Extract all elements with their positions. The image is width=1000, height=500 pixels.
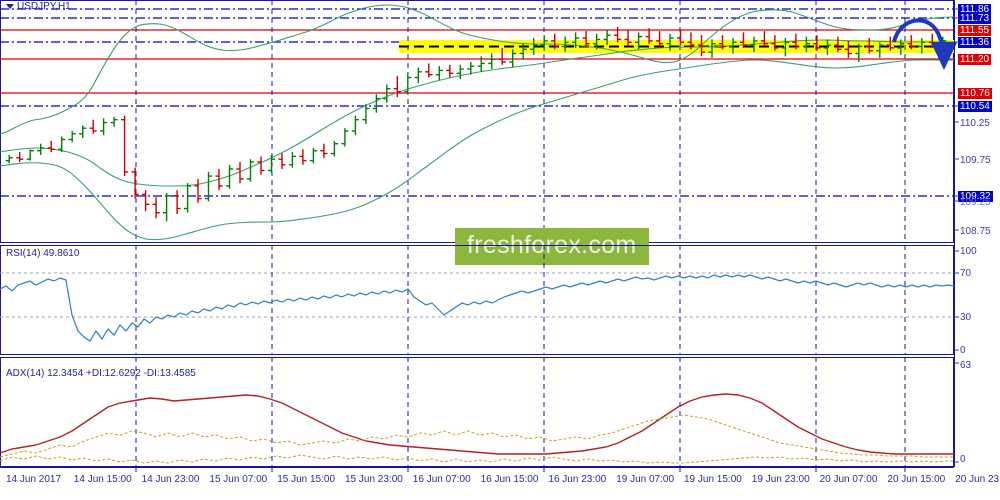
price-tag-111-86: 111.86 [958,4,992,15]
time-gridlines [135,0,906,243]
price-tag-111-55: 111.55 [958,25,992,36]
adx-pane[interactable] [0,357,954,467]
price-tag-109-32: 109.32 [958,191,993,202]
adx-pane-label: ADX(14) 12.3454 +DI:12.6292 -DI:13.4585 [6,368,196,379]
adx-axis-tick-0: 0 [960,454,966,465]
x-axis-label: 14 Jun 2017 [6,474,62,485]
x-axis-label: 20 Jun 15:00 [887,474,946,485]
support-resistance-lines [0,29,954,94]
adx-axis-tick-63: 63 [960,360,972,371]
bollinger-bands [0,4,954,241]
rsi-pane-canvas [0,245,954,355]
x-axis-label: 20 Jun 07:00 [819,474,878,485]
x-axis-label: 19 Jun 07:00 [616,474,675,485]
rsi-pane[interactable] [0,245,954,355]
time-gridlines-adx [135,357,906,467]
adx-pane-canvas [0,357,954,467]
price-axis-tick-109-25: 109.25 [960,197,991,208]
ohlc-candle-series [5,26,947,222]
price-axis-tick-109-75: 109.75 [960,155,991,166]
plus-di-line [0,414,954,458]
x-axis-label: 16 Jun 07:00 [412,474,471,485]
rsi-axis-tick-30: 30 [960,312,972,323]
rsi-pane-label: RSI(14) 49.8610 [6,248,80,259]
rsi-axis-tick-0: 0 [960,345,966,356]
price-tag-110-54: 110.54 [958,101,992,112]
rsi-line [0,274,954,342]
price-axis-tick-108-75: 108.75 [960,226,991,237]
x-axis-label: 20 Jun 23:00 [955,474,1000,485]
rsi-axis-tick-100: 100 [960,246,977,257]
sub-axis-ticks [954,250,959,463]
adx-line [0,393,954,455]
x-axis-label: 15 Jun 15:00 [277,474,336,485]
x-axis-label: 16 Jun 15:00 [480,474,539,485]
x-axis-label: 19 Jun 15:00 [684,474,742,485]
x-axis-label: 15 Jun 07:00 [209,474,268,485]
x-axis-label: 14 Jun 23:00 [141,474,200,485]
price-axis-tick-110-25: 110.25 [960,118,990,129]
minus-di-line [0,454,954,464]
chevron-down-icon[interactable] [6,3,14,9]
x-axis-label: 15 Jun 23:00 [345,474,403,485]
x-axis-line [0,467,954,468]
price-tag-110-76: 110.76 [958,88,992,99]
time-gridlines-rsi [135,245,906,355]
price-axis[interactable] [954,0,1000,467]
rsi-level-lines [0,272,954,318]
price-axis-ticks [954,8,959,231]
x-axis-ticks [135,467,906,472]
x-axis-label: 19 Jun 23:00 [751,474,810,485]
symbol-title[interactable]: USDJPY,H1 [6,1,71,12]
symbol-title-text: USDJPY,H1 [17,1,71,12]
price-pane-canvas [0,0,954,243]
price-tag-111-36: 111.36 [958,37,992,48]
price-tag-111-73: 111.73 [958,13,992,24]
bearish-reversal-arrow [892,18,958,70]
rsi-axis-tick-70: 70 [960,268,972,279]
x-axis-label: 16 Jun 23:00 [548,474,607,485]
x-axis-label: 14 Jun 15:00 [73,474,132,485]
price-tag-111-20: 111.20 [958,54,992,65]
